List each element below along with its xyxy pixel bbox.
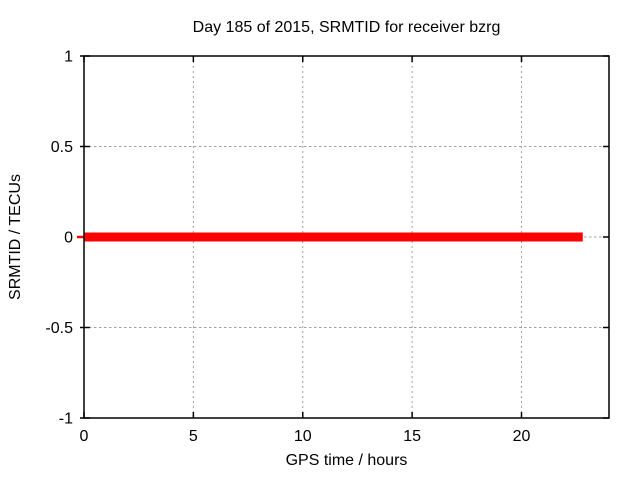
x-tick-label: 15 <box>403 428 421 445</box>
x-tick-label: 0 <box>80 428 89 445</box>
chart-title: Day 185 of 2015, SRMTID for receiver bzr… <box>192 19 501 36</box>
plot-border <box>83 55 610 419</box>
y-tick-label: 0.5 <box>51 139 73 156</box>
x-tick-label: 20 <box>513 428 531 445</box>
y-axis-label: SRMTID / TECUs <box>7 174 24 300</box>
y-tick-label: -1 <box>59 411 73 428</box>
x-tick-label: 10 <box>294 428 312 445</box>
x-tick-label: 5 <box>189 428 198 445</box>
x-axis-label: GPS time / hours <box>285 452 408 469</box>
y-tick-label: -0.5 <box>45 320 73 337</box>
y-tick-label: 1 <box>64 49 73 66</box>
y-tick-label: 0 <box>64 230 73 247</box>
